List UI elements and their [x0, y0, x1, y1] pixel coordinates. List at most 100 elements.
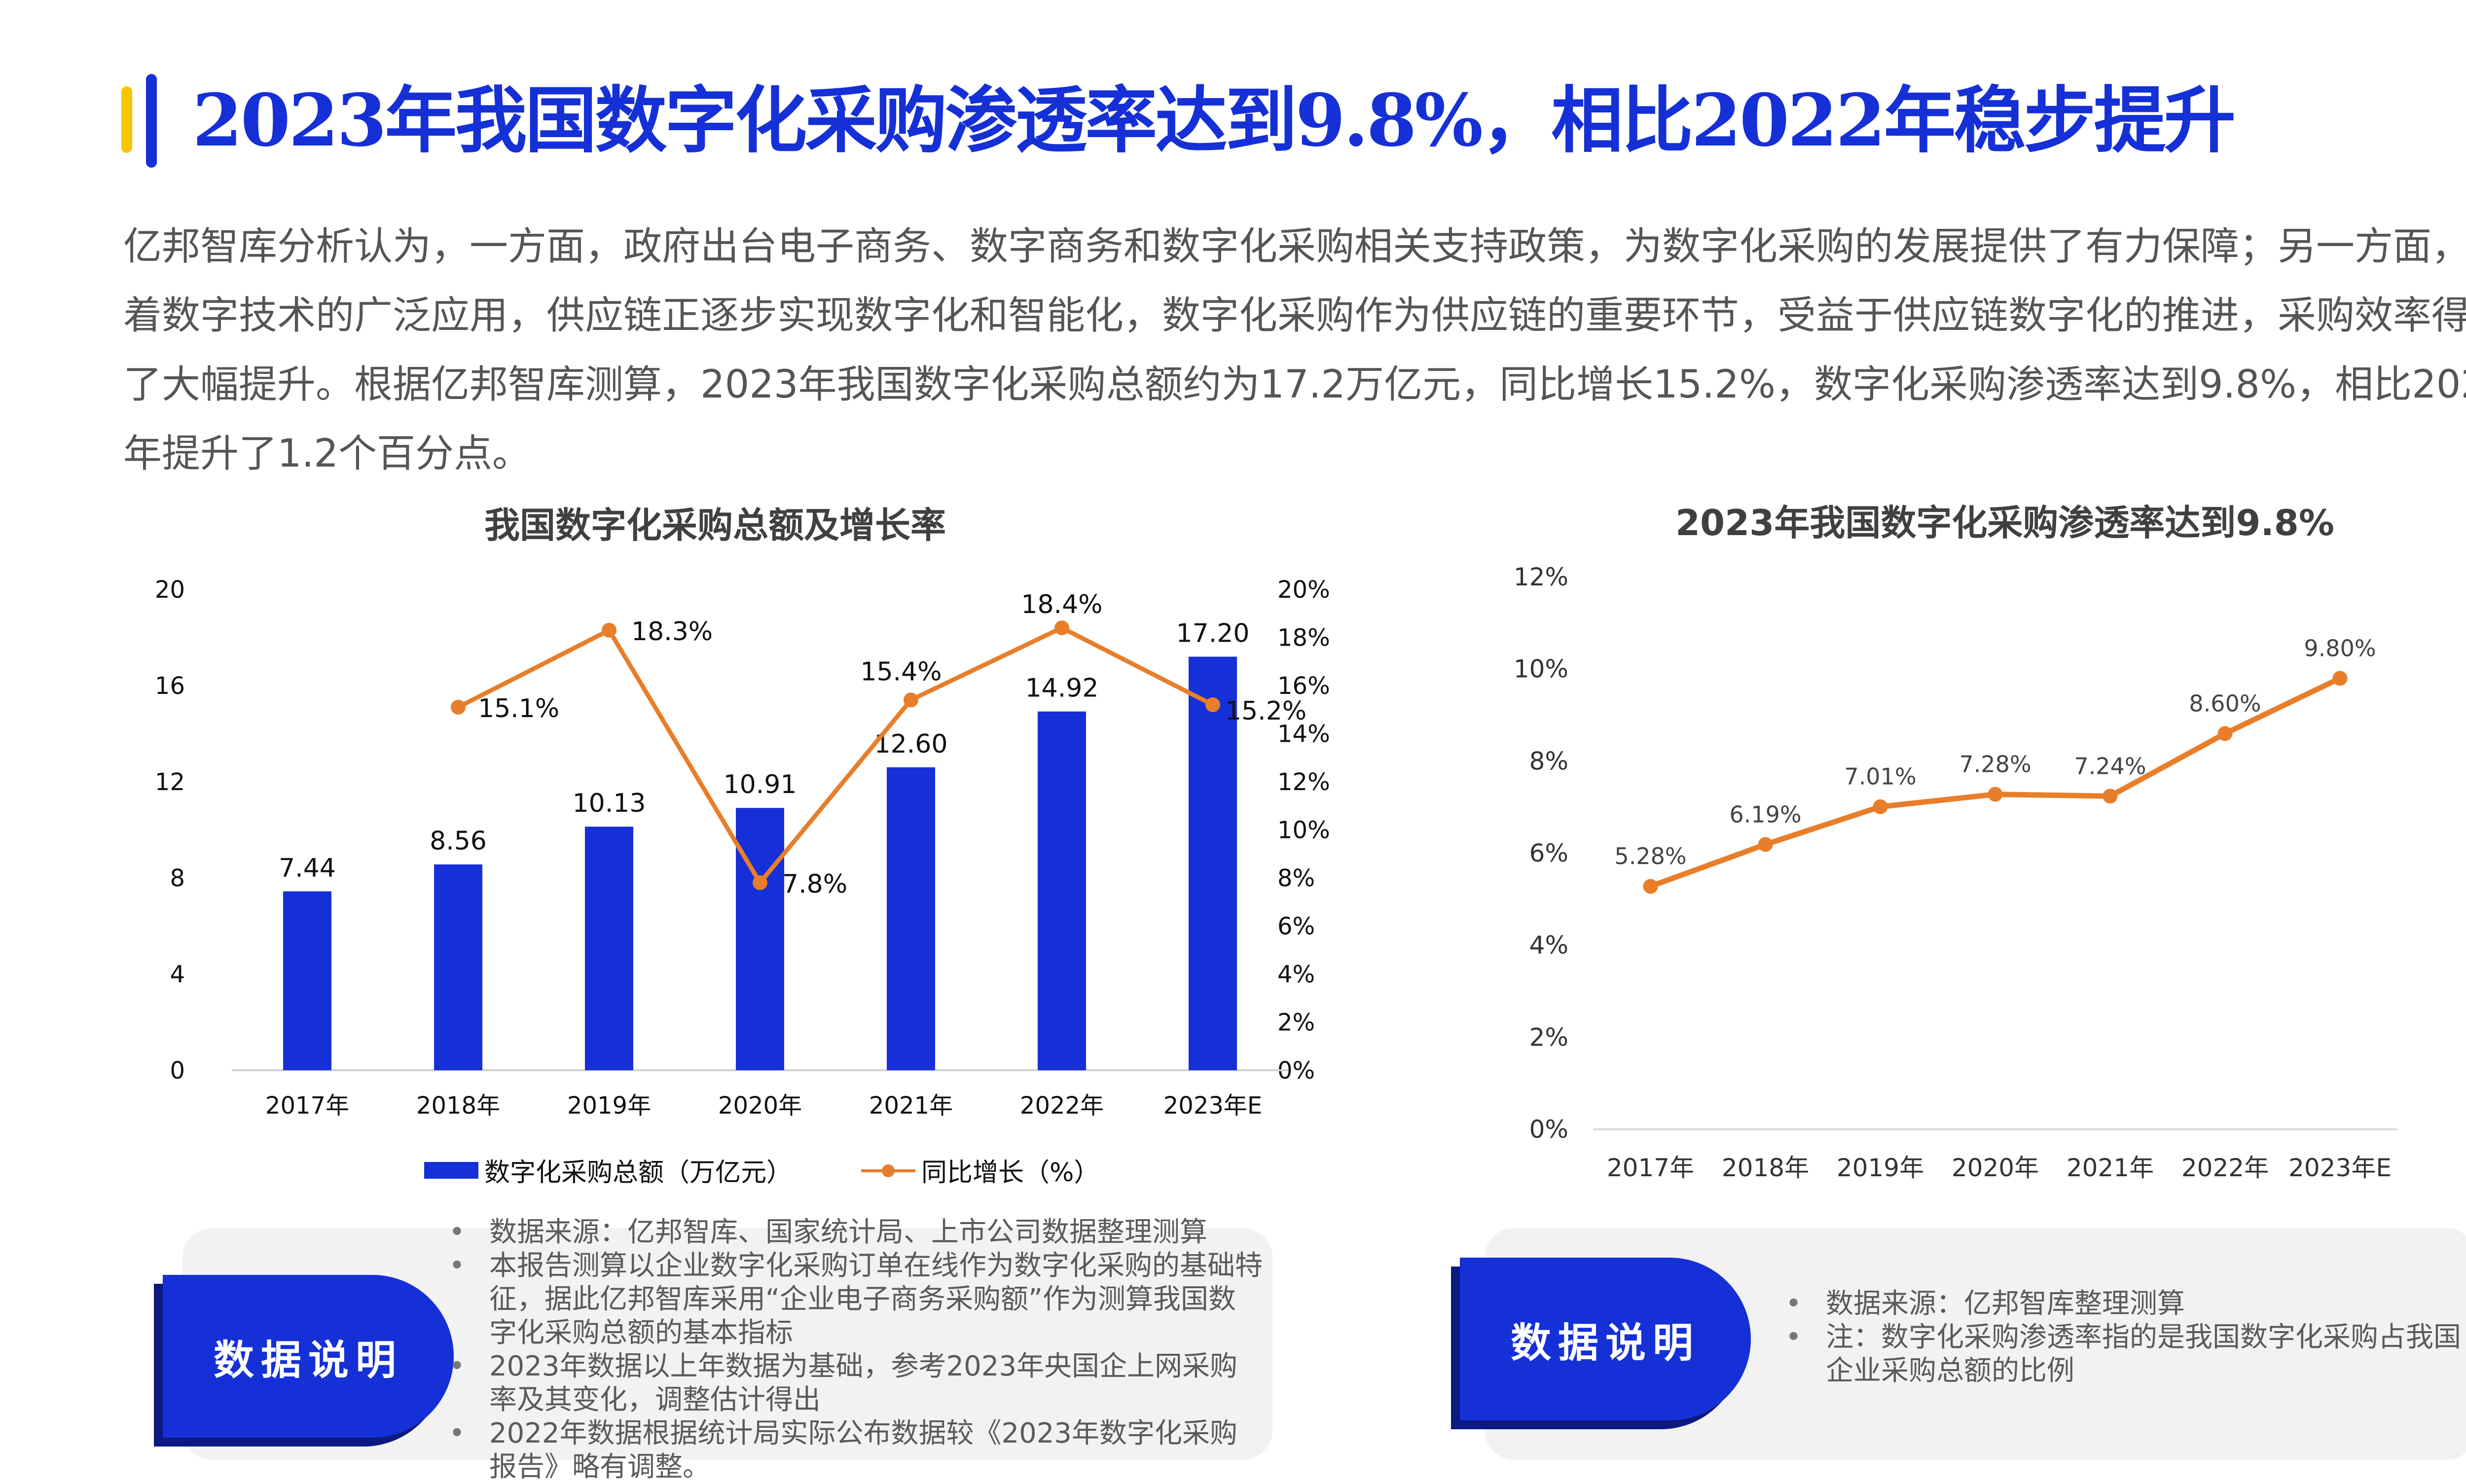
growth-point-2020年: [753, 875, 767, 890]
x-tick-label: 2021年: [2067, 1154, 2154, 1182]
note-item: 2022年数据根据统计局实际公布数据较《2023年数字化采购报告》略有调整。: [449, 1417, 1263, 1484]
y-right-tick-label: 20%: [1277, 576, 1330, 604]
bar-2018年: [434, 864, 482, 1070]
penetration-point-2019年: [1873, 799, 1888, 814]
bar-data-label: 8.56: [430, 827, 487, 856]
y-left-tick-label: 16: [155, 672, 185, 700]
bar-data-label: 14.92: [1025, 674, 1099, 703]
penetration-data-label: 9.80%: [2304, 635, 2376, 661]
penetration-data-label: 7.01%: [1844, 763, 1916, 790]
x-tick-label: 2021年: [869, 1092, 953, 1120]
bar-2020年: [736, 808, 784, 1070]
y-right-tick-label: 16%: [1277, 672, 1330, 700]
x-tick-label: 2023年E: [2288, 1154, 2392, 1182]
y-right-tick-label: 6%: [1277, 913, 1315, 941]
penetration-chart: 2023年我国数字化采购渗透率达到9.8% 0% 2% 4% 6% 8% 10% 12% 201…: [1514, 502, 2397, 1182]
y-right-tick-label: 10%: [1277, 817, 1330, 844]
notes-list-left: 数据来源：亿邦智库、国家统计局、上市公司数据整理测算 本报告测算以企业数字化采购…: [449, 1216, 1263, 1484]
y-tick-label: 2%: [1529, 1023, 1568, 1051]
y-left-tick-label: 20: [155, 576, 185, 604]
combo-chart: 我国数字化采购总额及增长率0481216200%2%4%6%8%10%12%14…: [155, 505, 1330, 1120]
y-tick-label: 12%: [1514, 563, 1568, 591]
y-tick-label: 6%: [1529, 839, 1568, 868]
x-tick-label: 2018年: [1722, 1154, 1809, 1182]
legend-item-bar: 数字化采购总额（万亿元）: [424, 1152, 792, 1189]
chart2-title: 2023年我国数字化采购渗透率达到9.8%: [1675, 502, 2334, 543]
chart1-title: 我国数字化采购总额及增长率: [484, 505, 946, 546]
x-tick-label: 2018年: [416, 1092, 500, 1120]
bar-2021年: [887, 767, 935, 1070]
growth-data-label: 15.1%: [478, 694, 559, 724]
y-right-tick-label: 14%: [1277, 721, 1330, 748]
bar-2017年: [283, 891, 331, 1070]
bar-data-label: 17.20: [1176, 619, 1250, 649]
y-tick-label: 10%: [1514, 655, 1568, 684]
bar-data-label: 10.13: [573, 789, 646, 818]
penetration-data-label: 7.24%: [2074, 753, 2146, 779]
page-title: 2023年我国数字化采购渗透率达到9.8%，相比2022年稳步提升: [192, 78, 2236, 163]
penetration-data-label: 8.60%: [2189, 690, 2261, 717]
bar-2022年: [1038, 711, 1086, 1070]
penetration-point-2022年: [2217, 726, 2233, 741]
y-right-tick-label: 2%: [1277, 1009, 1315, 1037]
growth-point-2019年: [602, 622, 616, 638]
growth-point-2022年: [1054, 620, 1069, 635]
penetration-point-2020年: [1988, 787, 2003, 802]
notes-list-right: 数据来源：亿邦智库整理测算 注：数字化采购渗透率指的是我国数字化采购占我国企业采…: [1785, 1287, 2466, 1388]
x-tick-label: 2017年: [1607, 1154, 1694, 1182]
growth-data-label: 15.4%: [860, 657, 942, 687]
legend-line-label: 同比增长（%）: [921, 1158, 1100, 1188]
combo-chart-legend: 数字化采购总额（万亿元） 同比增长（%）: [424, 1152, 1168, 1189]
note-item: 注：数字化采购渗透率指的是我国数字化采购占我国企业采购总额的比例: [1785, 1321, 2466, 1388]
x-tick-label: 2023年E: [1163, 1092, 1263, 1120]
y-left-tick-label: 8: [170, 865, 185, 892]
penetration-data-label: 6.19%: [1729, 801, 1801, 828]
note-item: 数据来源：亿邦智库整理测算: [1785, 1287, 2466, 1321]
x-tick-label: 2022年: [1020, 1092, 1104, 1120]
growth-data-label: 15.2%: [1225, 696, 1306, 726]
note-item: 数据来源：亿邦智库、国家统计局、上市公司数据整理测算: [449, 1216, 1263, 1249]
y-tick-label: 0%: [1529, 1115, 1568, 1144]
y-left-tick-label: 12: [155, 768, 185, 796]
y-right-tick-label: 4%: [1277, 961, 1315, 988]
growth-data-label: 18.3%: [631, 617, 713, 647]
y-tick-label: 4%: [1529, 931, 1568, 960]
title-accent-yellow: [121, 86, 132, 153]
notes-badge-right: 数据说明: [1460, 1258, 1751, 1420]
x-tick-label: 2019年: [567, 1092, 651, 1120]
title-accent-blue: [146, 74, 157, 168]
x-tick-label: 2020年: [718, 1092, 802, 1120]
bar-data-label: 10.91: [724, 770, 797, 799]
growth-point-2021年: [904, 692, 918, 708]
x-tick-label: 2020年: [1952, 1154, 2039, 1182]
penetration-point-2018年: [1758, 837, 1773, 852]
bar-2023年E: [1189, 656, 1237, 1070]
legend-line-swatch: [861, 1162, 916, 1179]
bar-2019年: [585, 827, 633, 1070]
note-item: 本报告测算以企业数字化采购订单在线作为数字化采购的基础特征，据此亿邦智库采用“企…: [449, 1249, 1263, 1350]
note-item: 2023年数据以上年数据为基础，参考2023年央国企上网采购率及其变化，调整估计…: [449, 1350, 1263, 1417]
bar-data-label: 12.60: [874, 729, 948, 759]
x-tick-label: 2017年: [265, 1092, 349, 1120]
growth-series-line: [457, 625, 1214, 885]
y-tick-label: 8%: [1529, 747, 1568, 775]
growth-data-label: 18.4%: [1021, 590, 1102, 619]
penetration-point-2023年E: [2332, 671, 2348, 686]
legend-item-line: 同比增长（%）: [861, 1152, 1099, 1189]
y-right-tick-label: 12%: [1277, 768, 1330, 796]
title-accent: [121, 74, 161, 168]
growth-point-2018年: [451, 699, 466, 715]
y-left-tick-label: 0: [170, 1057, 185, 1085]
intro-paragraph: 亿邦智库分析认为，一方面，政府出台电子商务、数字商务和数字化采购相关支持政策，为…: [123, 224, 2466, 476]
x-tick-label: 2022年: [2181, 1154, 2269, 1182]
y-left-tick-label: 4: [170, 961, 185, 988]
notes-badge-left: 数据说明: [163, 1275, 454, 1438]
penetration-data-label: 7.28%: [1959, 751, 2031, 778]
growth-data-label: 7.8%: [782, 869, 847, 899]
growth-point-2023年E: [1205, 697, 1220, 712]
legend-bar-label: 数字化采购总额（万亿元）: [484, 1158, 793, 1188]
penetration-point-2021年: [2103, 789, 2118, 804]
bar-data-label: 7.44: [279, 853, 336, 883]
legend-bar-swatch: [424, 1161, 478, 1179]
y-right-tick-label: 8%: [1277, 865, 1315, 892]
